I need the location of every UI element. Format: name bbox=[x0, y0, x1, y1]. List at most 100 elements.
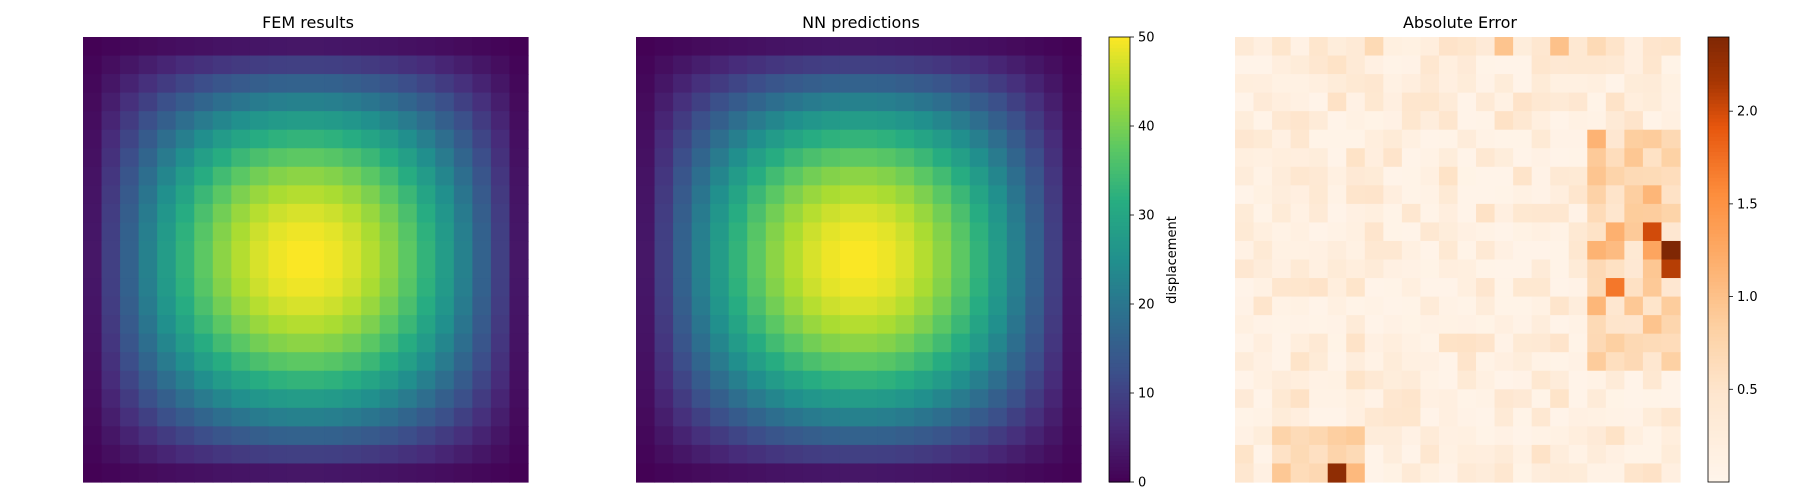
heatmap-cell bbox=[636, 296, 656, 316]
heatmap-cell bbox=[1025, 185, 1045, 205]
colorbar-segment bbox=[1109, 107, 1130, 112]
colorbar-segment bbox=[1708, 166, 1729, 172]
heatmap-cell bbox=[747, 463, 767, 483]
heatmap-cell bbox=[175, 370, 195, 390]
heatmap-cell bbox=[1309, 129, 1329, 149]
heatmap-cell bbox=[821, 296, 841, 316]
colorbar-segment bbox=[1109, 355, 1130, 361]
colorbar-segment bbox=[1109, 478, 1130, 483]
heatmap-cell bbox=[1587, 315, 1607, 335]
heatmap-cell bbox=[784, 278, 804, 298]
heatmap-cell bbox=[839, 444, 860, 465]
colorbar-segment bbox=[1109, 385, 1130, 390]
heatmap-cell bbox=[1605, 222, 1625, 242]
colorbar-segment bbox=[1708, 140, 1729, 146]
heatmap-cell bbox=[1587, 296, 1607, 316]
colorbar-segment bbox=[1708, 307, 1729, 313]
heatmap-cell bbox=[1235, 278, 1255, 298]
heatmap-cell bbox=[654, 407, 674, 427]
heatmap-cell bbox=[342, 148, 362, 168]
colorbar-segment bbox=[1109, 407, 1130, 413]
heatmap-cell bbox=[157, 55, 177, 75]
heatmap-cell bbox=[1327, 166, 1347, 186]
heatmap-cell bbox=[1438, 463, 1459, 483]
colorbar-segment bbox=[1708, 122, 1729, 127]
heatmap-cell bbox=[710, 296, 730, 316]
heatmap-cell bbox=[1661, 389, 1681, 409]
heatmap-cell bbox=[1661, 407, 1681, 427]
heatmap-cell bbox=[286, 389, 307, 409]
heatmap-cell bbox=[802, 370, 823, 390]
heatmap-cell bbox=[342, 222, 362, 242]
heatmap-cell bbox=[1290, 463, 1310, 483]
heatmap-cell bbox=[286, 55, 307, 75]
heatmap-cell bbox=[1253, 426, 1273, 446]
heatmap-cell bbox=[1438, 148, 1459, 168]
heatmap-cell bbox=[1531, 352, 1551, 372]
heatmap-cell bbox=[453, 92, 473, 112]
heatmap-cell bbox=[1346, 129, 1366, 149]
colorbar-segment bbox=[1708, 400, 1729, 405]
heatmap-cell bbox=[1494, 148, 1514, 168]
heatmap-cell bbox=[138, 370, 158, 390]
heatmap-cell bbox=[1327, 185, 1347, 205]
heatmap-cell bbox=[1383, 278, 1403, 298]
heatmap-cell bbox=[1290, 259, 1310, 279]
heatmap-cell bbox=[1587, 389, 1607, 409]
heatmap-cell bbox=[673, 370, 693, 390]
heatmap-cell bbox=[1624, 111, 1644, 131]
heatmap-cell bbox=[1661, 370, 1681, 390]
heatmap-cell bbox=[747, 92, 767, 112]
heatmap-cell bbox=[1043, 92, 1064, 112]
heatmap-cell bbox=[1438, 259, 1459, 279]
heatmap-cell bbox=[1383, 240, 1403, 261]
heatmap-cell bbox=[691, 407, 711, 427]
heatmap-cell bbox=[747, 315, 767, 335]
heatmap-cell bbox=[435, 352, 455, 372]
heatmap-cell bbox=[120, 444, 140, 465]
fem-title: FEM results bbox=[262, 13, 354, 32]
heatmap-cell bbox=[1043, 315, 1064, 335]
heatmap-cell bbox=[691, 278, 711, 298]
heatmap-cell bbox=[416, 444, 436, 465]
heatmap-cell bbox=[1494, 463, 1514, 483]
heatmap-cell bbox=[858, 426, 878, 446]
colorbar-tick-label: 1.0 bbox=[1737, 290, 1758, 305]
colorbar-segment bbox=[1708, 200, 1729, 205]
heatmap-cell bbox=[509, 166, 529, 186]
heatmap-cell bbox=[324, 333, 344, 353]
heatmap-cell bbox=[1062, 74, 1082, 94]
heatmap-cell bbox=[1550, 92, 1570, 112]
heatmap-cell bbox=[1235, 148, 1255, 168]
nn-title: NN predictions bbox=[802, 13, 920, 32]
heatmap-cell bbox=[361, 222, 381, 242]
heatmap-cell bbox=[398, 111, 418, 131]
heatmap-cell bbox=[416, 407, 436, 427]
heatmap-cell bbox=[1364, 148, 1384, 168]
heatmap-cell bbox=[821, 37, 841, 57]
heatmap-cell bbox=[1476, 240, 1496, 261]
heatmap-cell bbox=[286, 315, 307, 335]
heatmap-cell bbox=[1006, 389, 1026, 409]
heatmap-cell bbox=[1420, 222, 1440, 242]
heatmap-cell bbox=[231, 296, 251, 316]
heatmap-cell bbox=[839, 166, 860, 186]
heatmap-cell bbox=[932, 55, 952, 75]
heatmap-cell bbox=[821, 92, 841, 112]
heatmap-cell bbox=[342, 203, 362, 224]
colorbar-segment bbox=[1708, 233, 1729, 238]
heatmap-cell bbox=[1531, 426, 1551, 446]
heatmap-cell bbox=[858, 463, 878, 483]
heatmap-cell bbox=[157, 444, 177, 465]
heatmap-cell bbox=[1605, 333, 1625, 353]
heatmap-cell bbox=[194, 129, 214, 149]
heatmap-cell bbox=[435, 222, 455, 242]
heatmap-cell bbox=[765, 37, 785, 57]
heatmap-cell bbox=[691, 352, 711, 372]
heatmap-cell bbox=[932, 222, 952, 242]
heatmap-cell bbox=[1438, 333, 1459, 353]
heatmap-cell bbox=[1253, 222, 1273, 242]
heatmap-cell bbox=[747, 352, 767, 372]
heatmap-cell bbox=[802, 333, 823, 353]
heatmap-cell bbox=[120, 222, 140, 242]
